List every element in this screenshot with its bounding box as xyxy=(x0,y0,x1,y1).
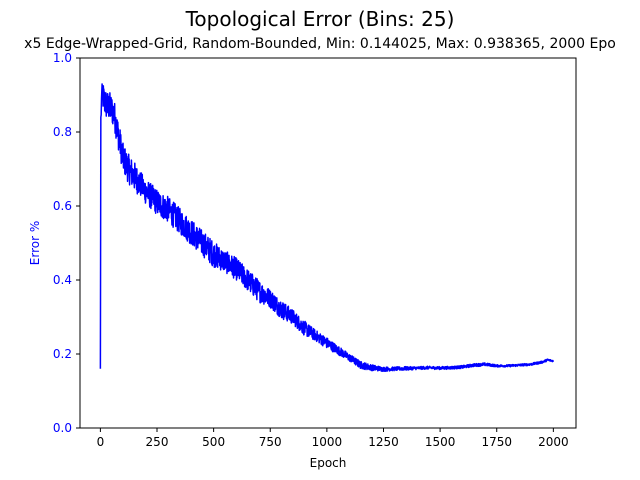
x-tick-label: 1500 xyxy=(425,435,456,449)
x-tick-label: 1750 xyxy=(481,435,512,449)
x-axis-label: Epoch xyxy=(310,456,347,470)
x-tick-label: 1250 xyxy=(368,435,399,449)
y-tick-label: 0.8 xyxy=(53,125,72,139)
x-tick-label: 750 xyxy=(259,435,282,449)
x-tick-label: 0 xyxy=(97,435,105,449)
x-tick-label: 1000 xyxy=(312,435,343,449)
y-tick-label: 0.2 xyxy=(53,347,72,361)
y-axis-label: Error % xyxy=(28,221,42,265)
x-tick-label: 500 xyxy=(202,435,225,449)
series-line xyxy=(99,83,555,372)
x-tick-label: 250 xyxy=(146,435,169,449)
chart-title: Topological Error (Bins: 25) xyxy=(185,7,455,31)
y-tick-label: 0.4 xyxy=(53,273,72,287)
y-tick-label: 0.6 xyxy=(53,199,72,213)
y-tick-label: 1.0 xyxy=(53,51,72,65)
x-tick-label: 2000 xyxy=(538,435,569,449)
chart-subtitle: x5 Edge-Wrapped-Grid, Random-Bounded, Mi… xyxy=(24,36,616,52)
axes-frame xyxy=(79,57,577,429)
y-tick-label: 0.0 xyxy=(53,421,72,435)
